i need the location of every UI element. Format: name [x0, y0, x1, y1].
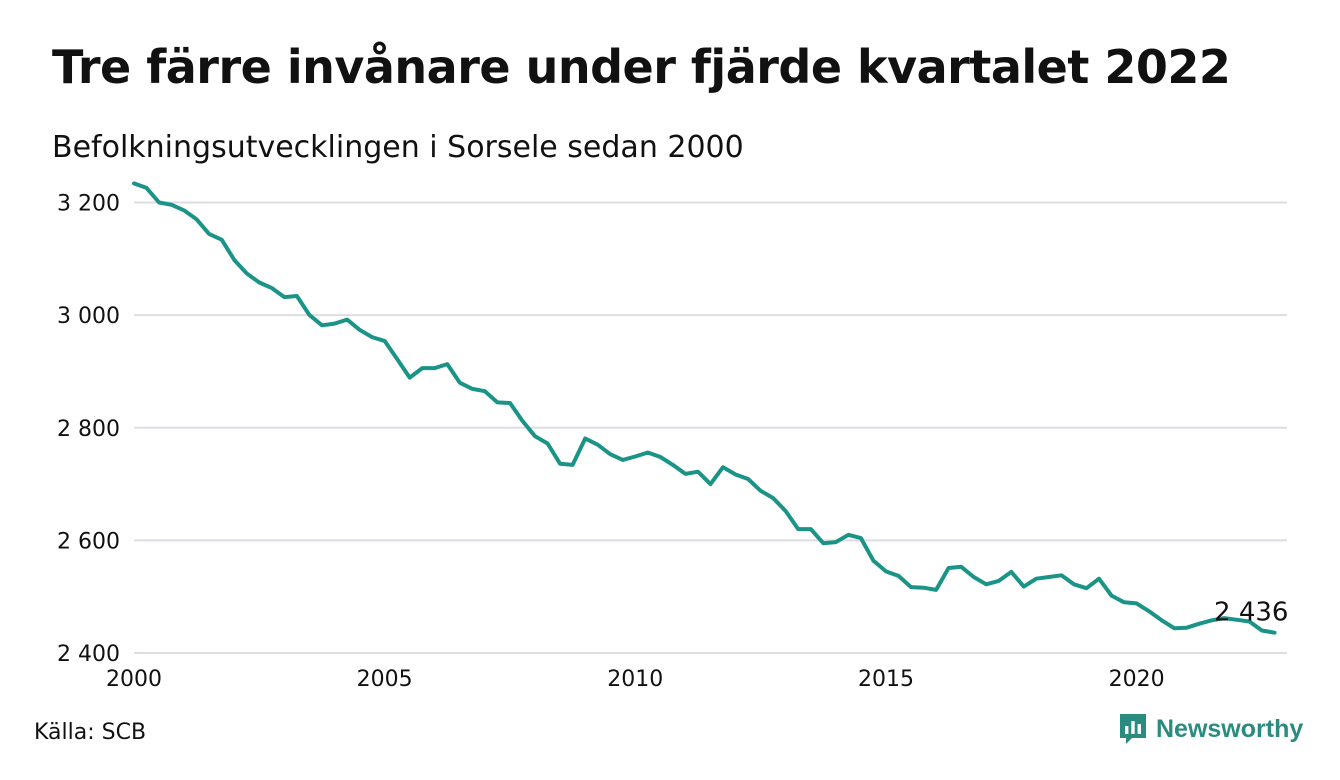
newsworthy-logo-icon [1120, 714, 1146, 744]
series-layer [132, 181, 1277, 635]
x-tick-label: 2000 [106, 667, 162, 692]
source-note: Källa: SCB [34, 720, 147, 745]
page-title: Tre färre invånare under fjärde kvartale… [52, 40, 1231, 94]
y-tick-label: 2 600 [57, 529, 120, 554]
last-value-label: 2 436 [1214, 598, 1288, 628]
y-tick-label: 2 400 [57, 642, 120, 667]
brand-logo[interactable]: Newsworthy [1118, 712, 1303, 746]
brand-name: Newsworthy [1156, 714, 1304, 743]
page-subtitle: Befolkningsutvecklingen i Sorsele sedan … [52, 130, 744, 165]
x-tick-label: 2015 [858, 667, 914, 692]
y-tick-label: 3 200 [57, 192, 120, 217]
grid-layer [134, 201, 1287, 654]
y-axis-labels: 2 400 2 600 2 800 3 000 3 200 [57, 192, 120, 667]
x-tick-label: 2010 [607, 667, 663, 692]
x-tick-label: 2005 [357, 667, 413, 692]
x-tick-label: 2020 [1109, 667, 1165, 692]
series-line [132, 181, 1277, 635]
y-tick-label: 2 800 [57, 417, 120, 442]
y-tick-label: 3 000 [57, 304, 120, 329]
x-axis-labels: 2000 2005 2010 2015 2020 [106, 667, 1165, 692]
annotation-layer: 2 436 [1214, 598, 1288, 628]
